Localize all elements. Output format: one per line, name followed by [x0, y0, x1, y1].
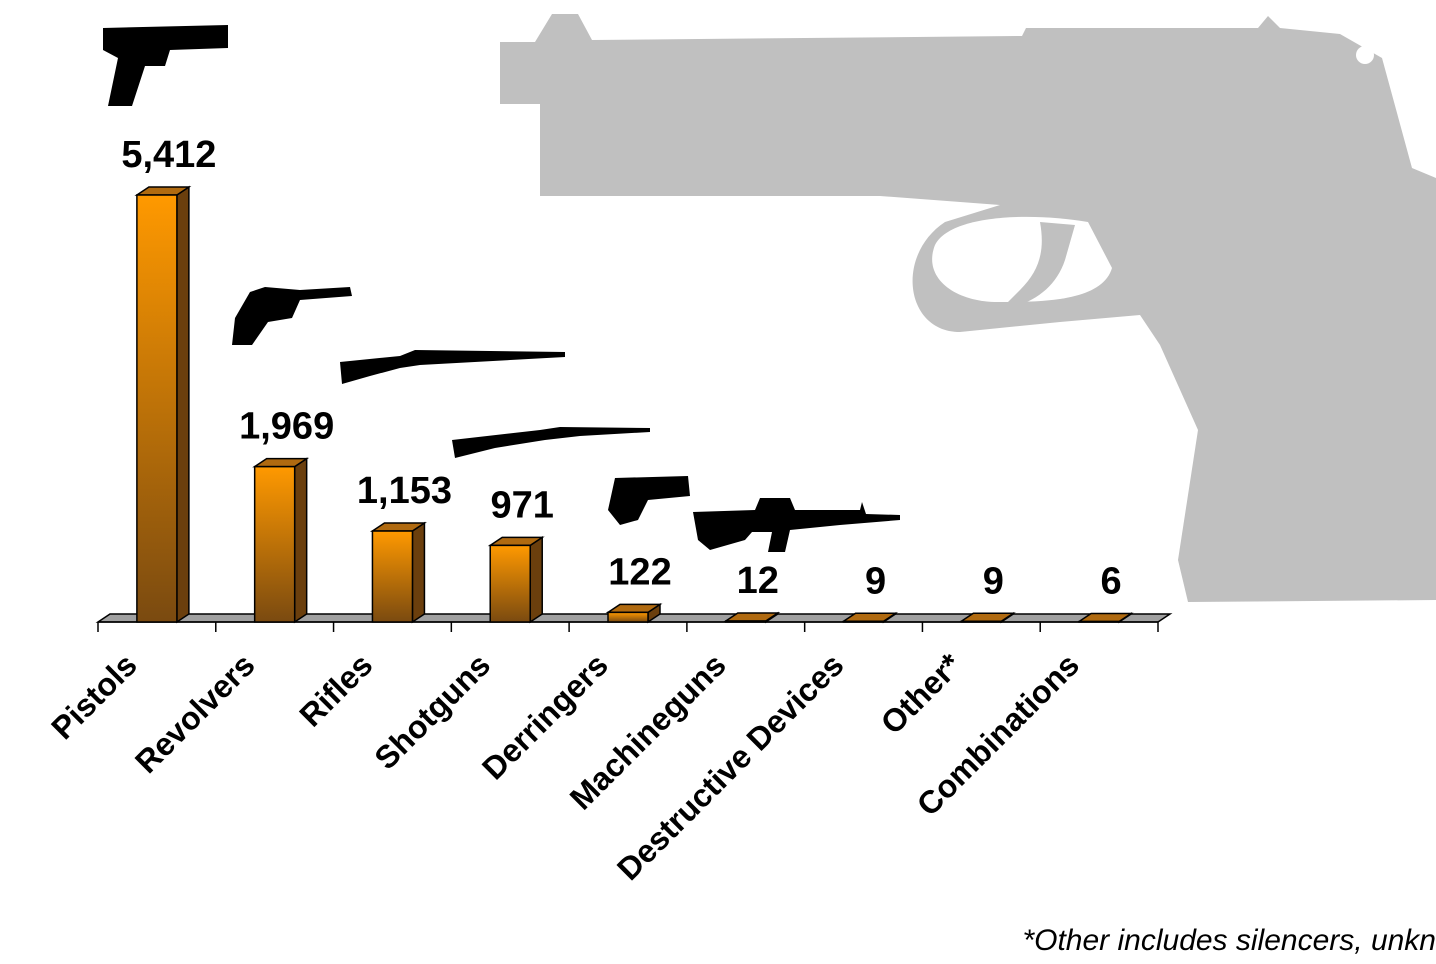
category-label: Pistols — [44, 646, 144, 746]
bar-front — [961, 621, 1001, 622]
value-label: 6 — [1101, 561, 1122, 603]
bar — [137, 187, 189, 622]
bar — [490, 537, 542, 622]
revolver-icon — [232, 287, 352, 345]
bar-front — [372, 531, 412, 622]
chart: *Other includes silencers, unkn 5,412 Pis… — [0, 0, 1436, 964]
rifle-icon — [340, 350, 565, 384]
machinegun-icon — [693, 498, 900, 552]
bar-front — [726, 621, 766, 622]
bar — [608, 604, 660, 622]
category-label: Rifles — [292, 646, 379, 733]
page: *Other includes silencers, unkn 5,412 Pis… — [0, 0, 1436, 964]
category-label: Revolvers — [128, 646, 262, 780]
category-label: Destructive Devices — [610, 646, 851, 887]
category-label: Other* — [874, 646, 969, 741]
pistol-icon — [103, 25, 228, 106]
bar-side — [530, 537, 542, 622]
value-label: 1,969 — [239, 406, 334, 448]
value-label: 971 — [491, 484, 554, 526]
bar-front — [844, 621, 884, 622]
bar — [255, 459, 307, 622]
value-label: 9 — [865, 560, 886, 602]
bar-side — [177, 187, 189, 622]
bar-side — [295, 459, 307, 622]
bar-front — [137, 195, 177, 622]
bar-front — [608, 612, 648, 622]
bar-side — [412, 523, 424, 622]
value-label: 5,412 — [121, 134, 216, 176]
value-label: 12 — [737, 560, 779, 602]
footnote: *Other includes silencers, unkn — [1022, 924, 1436, 957]
category-label: Shotguns — [367, 646, 497, 776]
derringer-icon — [608, 476, 690, 525]
bar-front — [255, 467, 295, 622]
value-label: 122 — [608, 551, 671, 593]
value-label: 9 — [983, 560, 1004, 602]
value-label: 1,153 — [357, 470, 452, 512]
shotgun-icon — [452, 427, 650, 458]
bar-front — [490, 545, 530, 622]
bar — [372, 523, 424, 622]
